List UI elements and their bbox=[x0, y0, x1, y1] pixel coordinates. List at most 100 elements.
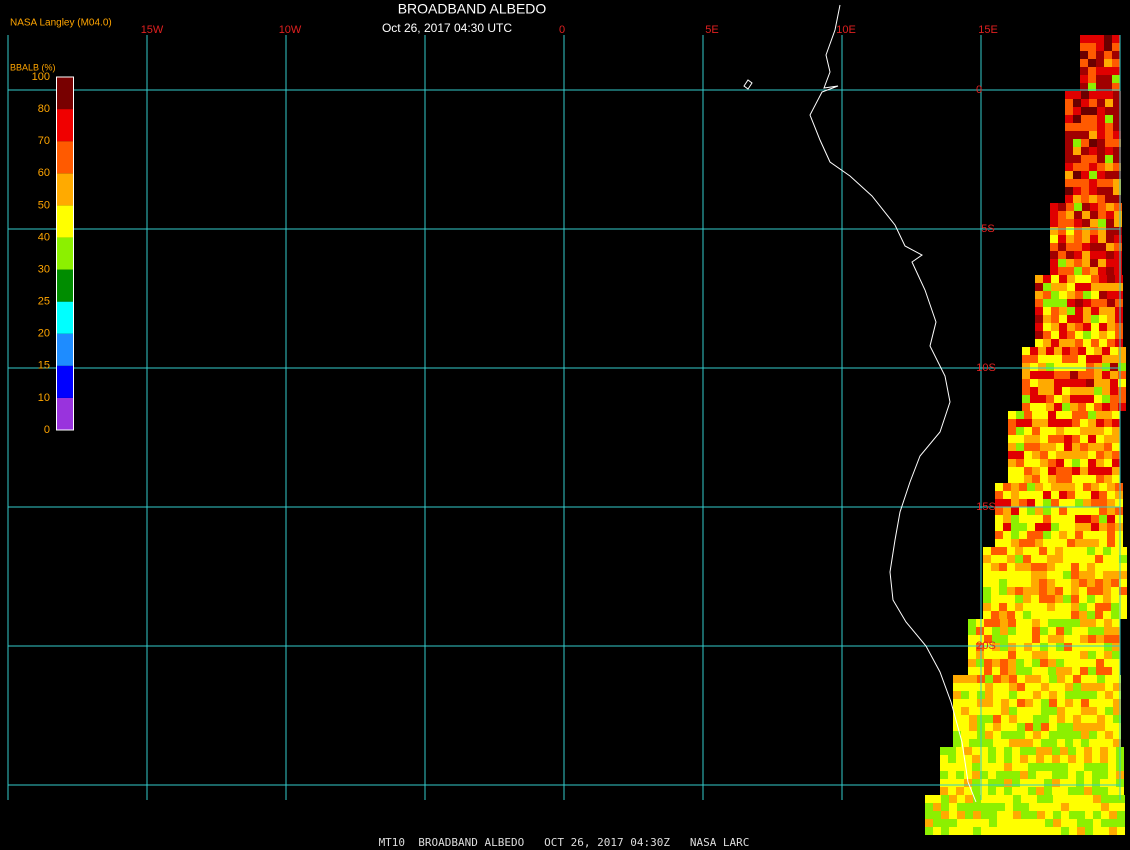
albedo-pixel bbox=[961, 715, 969, 723]
albedo-pixel bbox=[1083, 523, 1091, 531]
legend-swatch bbox=[57, 269, 74, 302]
albedo-pixel bbox=[965, 811, 973, 819]
albedo-pixel bbox=[1008, 435, 1016, 443]
albedo-pixel bbox=[1067, 291, 1075, 299]
legend-label: 80 bbox=[38, 103, 50, 115]
legend-swatch bbox=[57, 173, 74, 206]
albedo-pixel bbox=[1105, 739, 1113, 747]
albedo-pixel bbox=[953, 683, 961, 691]
albedo-pixel bbox=[1097, 147, 1105, 155]
albedo-pixel bbox=[1023, 587, 1031, 595]
albedo-pixel bbox=[1008, 467, 1016, 475]
albedo-pixel bbox=[1083, 299, 1091, 307]
albedo-pixel bbox=[973, 827, 981, 835]
albedo-pixel bbox=[1007, 571, 1015, 579]
albedo-pixel bbox=[1086, 363, 1094, 371]
albedo-pixel bbox=[1109, 803, 1117, 811]
albedo-pixel bbox=[1065, 691, 1073, 699]
albedo-pixel bbox=[1038, 371, 1046, 379]
albedo-pixel bbox=[940, 771, 948, 779]
albedo-pixel bbox=[1043, 499, 1051, 507]
albedo-pixel bbox=[1099, 283, 1107, 291]
albedo-pixel bbox=[1048, 619, 1056, 627]
legend-label: 60 bbox=[38, 167, 50, 179]
albedo-pixel bbox=[1101, 795, 1109, 803]
albedo-pixel bbox=[1009, 707, 1017, 715]
albedo-pixel bbox=[1019, 531, 1027, 539]
albedo-pixel bbox=[1039, 555, 1047, 563]
albedo-pixel bbox=[984, 619, 992, 627]
albedo-pixel bbox=[1067, 299, 1075, 307]
albedo-pixel bbox=[985, 683, 993, 691]
albedo-pixel bbox=[1060, 779, 1068, 787]
albedo-pixel bbox=[1087, 571, 1095, 579]
albedo-pixel bbox=[1103, 587, 1111, 595]
albedo-pixel bbox=[1016, 467, 1024, 475]
albedo-pixel bbox=[1088, 627, 1096, 635]
longitude-label: 15W bbox=[141, 24, 164, 36]
albedo-pixel bbox=[1050, 235, 1058, 243]
albedo-pixel bbox=[1035, 491, 1043, 499]
albedo-pixel bbox=[1066, 259, 1074, 267]
albedo-pixel bbox=[948, 787, 956, 795]
albedo-pixel bbox=[1085, 819, 1093, 827]
albedo-pixel bbox=[1000, 643, 1008, 651]
albedo-pixel bbox=[1088, 651, 1096, 659]
albedo-pixel bbox=[1083, 507, 1091, 515]
albedo-pixel bbox=[1075, 483, 1083, 491]
albedo-pixel bbox=[1099, 331, 1107, 339]
albedo-pixel bbox=[1083, 283, 1091, 291]
albedo-pixel bbox=[1051, 275, 1059, 283]
albedo-pixel bbox=[993, 675, 1001, 683]
albedo-pixel bbox=[1099, 299, 1107, 307]
albedo-pixel bbox=[1104, 643, 1112, 651]
albedo-pixel bbox=[1081, 707, 1089, 715]
albedo-pixel bbox=[1106, 235, 1114, 243]
albedo-pixel bbox=[1096, 51, 1104, 59]
legend-swatch bbox=[57, 365, 74, 398]
albedo-pixel bbox=[1104, 467, 1112, 475]
albedo-pixel bbox=[1065, 139, 1073, 147]
albedo-pixel bbox=[1113, 683, 1121, 691]
albedo-pixel bbox=[1073, 723, 1081, 731]
albedo-pixel bbox=[1106, 203, 1114, 211]
albedo-pixel bbox=[1043, 523, 1051, 531]
albedo-pixel bbox=[1101, 803, 1109, 811]
albedo-pixel bbox=[1022, 379, 1030, 387]
albedo-pixel bbox=[1088, 419, 1096, 427]
albedo-pixel bbox=[961, 675, 969, 683]
albedo-pixel bbox=[949, 827, 957, 835]
albedo-pixel bbox=[1084, 779, 1092, 787]
albedo-pixel bbox=[1036, 771, 1044, 779]
albedo-pixel bbox=[991, 611, 999, 619]
albedo-pixel bbox=[1095, 547, 1103, 555]
albedo-pixel bbox=[1073, 691, 1081, 699]
albedo-pixel bbox=[1057, 731, 1065, 739]
albedo-pixel bbox=[1069, 811, 1077, 819]
albedo-pixel bbox=[1107, 299, 1115, 307]
albedo-pixel bbox=[1083, 499, 1091, 507]
albedo-pixel bbox=[1093, 803, 1101, 811]
albedo-pixel bbox=[1024, 619, 1032, 627]
albedo-pixel bbox=[1092, 747, 1100, 755]
albedo-pixel bbox=[1048, 443, 1056, 451]
albedo-pixel bbox=[1037, 795, 1045, 803]
albedo-pixel bbox=[1022, 387, 1030, 395]
albedo-pixel bbox=[948, 779, 956, 787]
albedo-pixel bbox=[1088, 643, 1096, 651]
albedo-pixel bbox=[1081, 699, 1089, 707]
island bbox=[743, 79, 753, 90]
albedo-pixel bbox=[983, 587, 991, 595]
albedo-pixel bbox=[1091, 339, 1099, 347]
albedo-pixel bbox=[1115, 299, 1123, 307]
albedo-pixel bbox=[1059, 507, 1067, 515]
albedo-pixel bbox=[1059, 283, 1067, 291]
albedo-pixel bbox=[996, 747, 1004, 755]
albedo-pixel bbox=[1107, 323, 1115, 331]
albedo-pixel bbox=[1081, 99, 1089, 107]
legend-label: 40 bbox=[38, 231, 50, 243]
albedo-pixel bbox=[1001, 739, 1009, 747]
albedo-pixel bbox=[1000, 619, 1008, 627]
albedo-pixel bbox=[968, 643, 976, 651]
albedo-pixel bbox=[1012, 755, 1020, 763]
